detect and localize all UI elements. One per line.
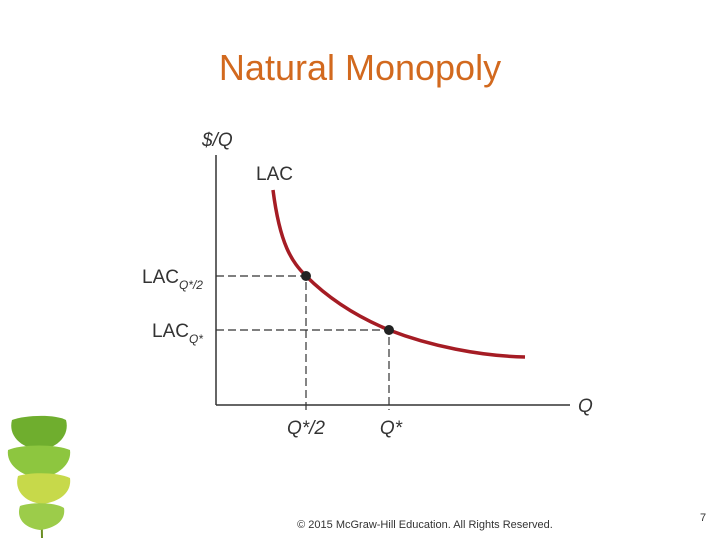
point bbox=[384, 325, 394, 335]
x-tick-label: Q* bbox=[380, 418, 403, 439]
guide-line bbox=[216, 275, 307, 410]
copyright: © 2015 McGraw-Hill Education. All Rights… bbox=[297, 519, 553, 531]
guide-line bbox=[216, 329, 390, 410]
label-part: LAC bbox=[152, 321, 189, 342]
slide-title: Natural Monopoly bbox=[219, 47, 501, 88]
label-part: LAC bbox=[142, 267, 179, 288]
page-number: 7 bbox=[700, 512, 706, 524]
point bbox=[301, 271, 311, 281]
label-part: Q* bbox=[189, 332, 203, 346]
y-axis-label: $/Q bbox=[201, 130, 233, 151]
y-tick-label: LACQ* bbox=[152, 321, 203, 346]
y-tick-label: LACQ*/2 bbox=[142, 267, 203, 292]
label-part: Q*/2 bbox=[179, 278, 203, 292]
lac-curve bbox=[271, 189, 526, 359]
guide-lines bbox=[216, 275, 390, 410]
x-axis-label: Q bbox=[578, 396, 593, 417]
x-tick-label: Q*/2 bbox=[287, 418, 325, 439]
ginkgo-decoration bbox=[7, 415, 71, 539]
diagram: $/Q Q LAC LACQ*/2 LACQ* Q*/2 Q* bbox=[142, 130, 593, 439]
curve-label: LAC bbox=[256, 164, 293, 185]
